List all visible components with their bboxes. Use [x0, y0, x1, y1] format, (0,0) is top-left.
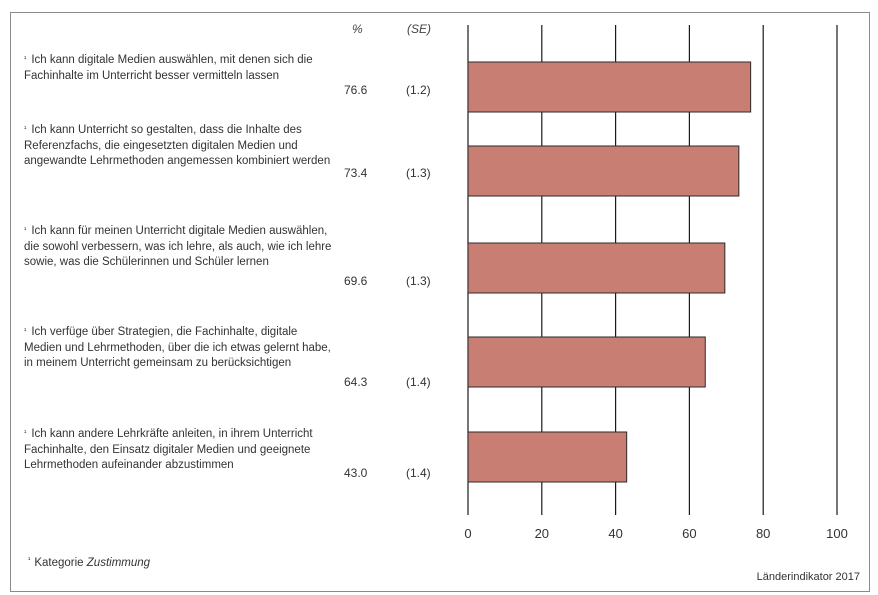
x-tick-label-0: 0	[464, 526, 471, 541]
pct-value-2: 73.4	[344, 166, 368, 180]
bar-5	[467, 431, 628, 483]
item-label-1: ¹ Ich kann digitale Medien auswählen, mit…	[24, 54, 313, 82]
se-value-1: (1.2)	[406, 83, 431, 97]
item-label-3: ¹ Ich kann für meinen Unterricht digitale…	[24, 225, 332, 268]
bar-2	[467, 145, 740, 197]
se-header: (SE)	[407, 22, 431, 36]
pct-value-5: 43.0	[344, 466, 368, 480]
x-tick-label-80: 80	[756, 526, 770, 541]
item-label-5: ¹ Ich kann andere Lehrkräfte anleiten, in…	[24, 428, 313, 471]
se-value-5: (1.4)	[406, 466, 431, 480]
x-tick-label-40: 40	[608, 526, 622, 541]
x-tick-label-100: 100	[826, 526, 848, 541]
pct-value-3: 69.6	[344, 274, 368, 288]
pct-value-1: 76.6	[344, 83, 368, 97]
footnote: ¹ Kategorie Zustimmung	[28, 557, 151, 569]
x-tick-label-60: 60	[682, 526, 696, 541]
bar-1	[467, 61, 752, 113]
pct-header: %	[352, 22, 363, 36]
x-tick-label-20: 20	[535, 526, 549, 541]
bar-3	[467, 242, 726, 294]
bar-4	[467, 336, 706, 388]
item-label-4: ¹ Ich verfüge über Strategien, die Fachin…	[24, 326, 331, 369]
se-value-2: (1.3)	[406, 166, 431, 180]
se-value-4: (1.4)	[406, 375, 431, 389]
se-value-3: (1.3)	[406, 274, 431, 288]
pct-value-4: 64.3	[344, 375, 368, 389]
chart-frame	[10, 12, 870, 592]
item-label-2: ¹ Ich kann Unterricht so gestalten, dass …	[24, 124, 331, 167]
source-note: Länderindikator 2017	[756, 571, 860, 583]
